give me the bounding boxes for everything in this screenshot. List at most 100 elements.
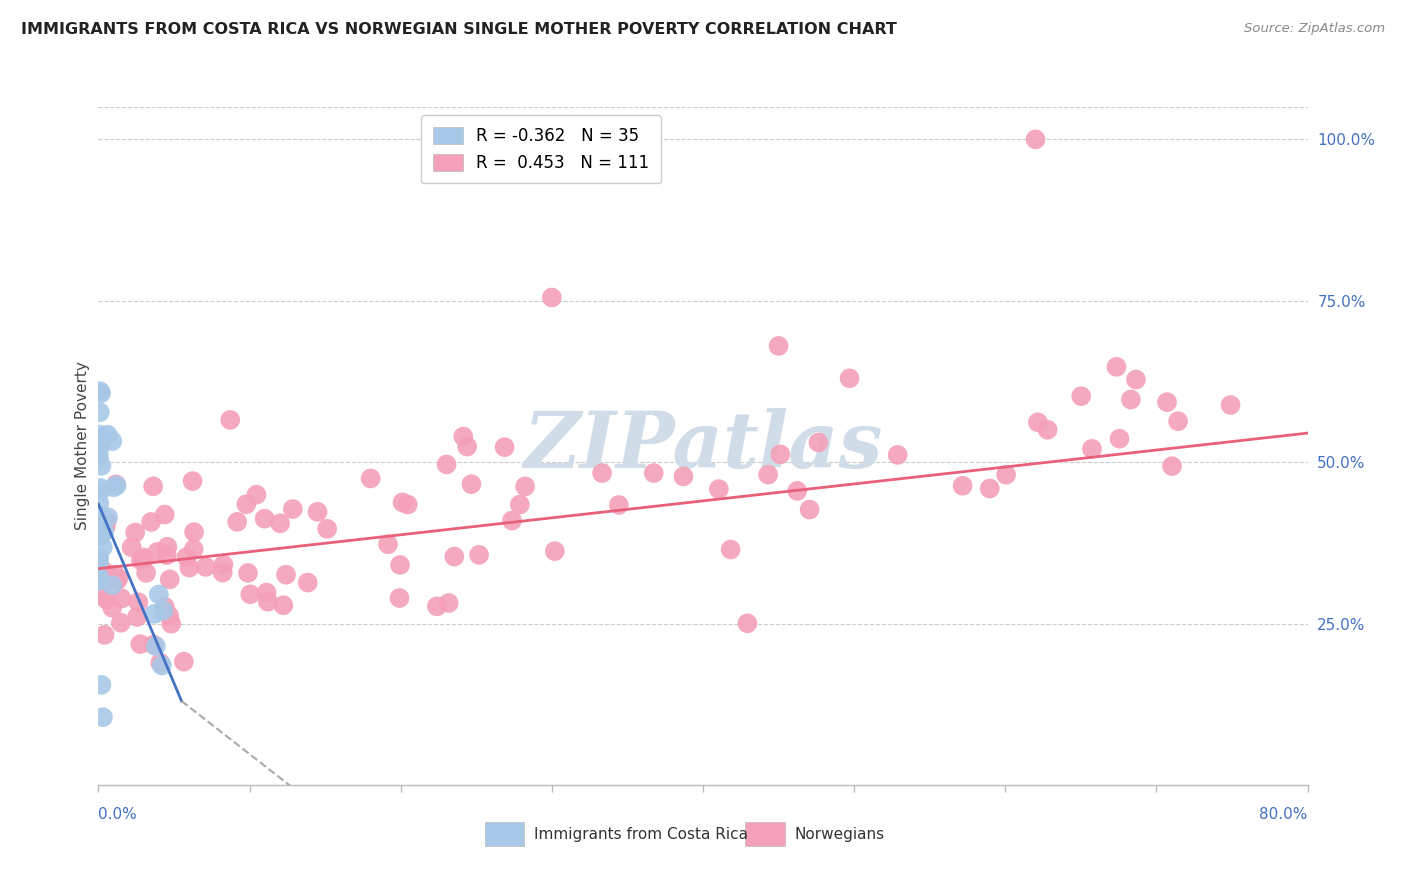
- Point: [129, 553, 152, 567]
- Point: [91, 590, 114, 604]
- Point: [152, 604, 174, 618]
- Point: [389, 558, 412, 572]
- Point: [132, 550, 155, 565]
- Point: [89, 550, 111, 565]
- Point: [388, 591, 411, 605]
- Point: [103, 480, 125, 494]
- Point: [1081, 442, 1104, 456]
- Point: [239, 587, 262, 601]
- Point: [89, 570, 111, 584]
- Point: [157, 608, 180, 623]
- Point: [1108, 432, 1130, 446]
- Text: ZIPatlas: ZIPatlas: [523, 408, 883, 484]
- Point: [89, 508, 111, 523]
- Point: [256, 585, 278, 599]
- Point: [91, 710, 114, 724]
- Point: [94, 520, 117, 534]
- Point: [212, 558, 235, 572]
- Point: [97, 510, 120, 524]
- Point: [194, 560, 217, 574]
- Point: [89, 481, 111, 495]
- Point: [89, 574, 111, 588]
- Point: [1024, 132, 1046, 146]
- Point: [1125, 372, 1147, 386]
- Point: [121, 541, 143, 555]
- Point: [91, 541, 114, 555]
- Point: [135, 566, 157, 580]
- Point: [90, 512, 112, 526]
- Point: [838, 371, 860, 385]
- Point: [1070, 389, 1092, 403]
- Point: [799, 502, 821, 516]
- Point: [707, 482, 730, 496]
- Point: [436, 458, 458, 472]
- Point: [98, 568, 121, 582]
- Point: [1156, 395, 1178, 409]
- Point: [89, 405, 111, 419]
- Text: Source: ZipAtlas.com: Source: ZipAtlas.com: [1244, 22, 1385, 36]
- Point: [160, 616, 183, 631]
- Point: [132, 552, 155, 566]
- Point: [156, 540, 179, 554]
- Point: [257, 595, 280, 609]
- Point: [316, 522, 339, 536]
- Point: [1105, 359, 1128, 374]
- Point: [396, 498, 419, 512]
- Point: [104, 567, 127, 582]
- Point: [360, 471, 382, 485]
- Point: [979, 482, 1001, 496]
- Point: [93, 565, 115, 579]
- Point: [226, 515, 249, 529]
- Point: [269, 516, 291, 531]
- Point: [1219, 398, 1241, 412]
- Point: [89, 496, 111, 510]
- Point: [90, 437, 112, 451]
- Point: [235, 497, 257, 511]
- Text: Immigrants from Costa Rica: Immigrants from Costa Rica: [534, 827, 748, 841]
- Point: [426, 599, 449, 614]
- Point: [104, 477, 127, 491]
- Point: [456, 440, 478, 454]
- Point: [607, 498, 630, 512]
- Point: [437, 596, 460, 610]
- Point: [737, 616, 759, 631]
- Legend: R = -0.362   N = 35, R =  0.453   N = 111: R = -0.362 N = 35, R = 0.453 N = 111: [422, 115, 661, 184]
- Text: 80.0%: 80.0%: [1260, 807, 1308, 822]
- Point: [453, 429, 475, 443]
- Point: [148, 587, 170, 601]
- Point: [591, 466, 613, 480]
- Point: [236, 566, 259, 580]
- Point: [672, 469, 695, 483]
- Point: [886, 448, 908, 462]
- Point: [93, 628, 115, 642]
- Point: [183, 542, 205, 557]
- Point: [274, 567, 297, 582]
- Point: [153, 599, 176, 614]
- Point: [89, 384, 111, 398]
- Point: [540, 291, 562, 305]
- Point: [89, 427, 111, 442]
- Point: [107, 572, 129, 586]
- Point: [93, 524, 115, 539]
- Point: [494, 440, 516, 454]
- Point: [183, 525, 205, 540]
- Point: [211, 566, 233, 580]
- Point: [273, 599, 295, 613]
- Point: [756, 467, 779, 482]
- Point: [90, 678, 112, 692]
- Point: [786, 483, 808, 498]
- Point: [1026, 415, 1049, 429]
- Point: [807, 435, 830, 450]
- Point: [513, 479, 536, 493]
- Point: [468, 548, 491, 562]
- Point: [90, 483, 112, 498]
- Point: [179, 560, 201, 574]
- Point: [90, 386, 112, 401]
- Point: [377, 537, 399, 551]
- Point: [443, 549, 465, 564]
- Point: [143, 607, 166, 621]
- Point: [281, 502, 304, 516]
- Point: [146, 545, 169, 559]
- Point: [127, 595, 149, 609]
- Point: [297, 575, 319, 590]
